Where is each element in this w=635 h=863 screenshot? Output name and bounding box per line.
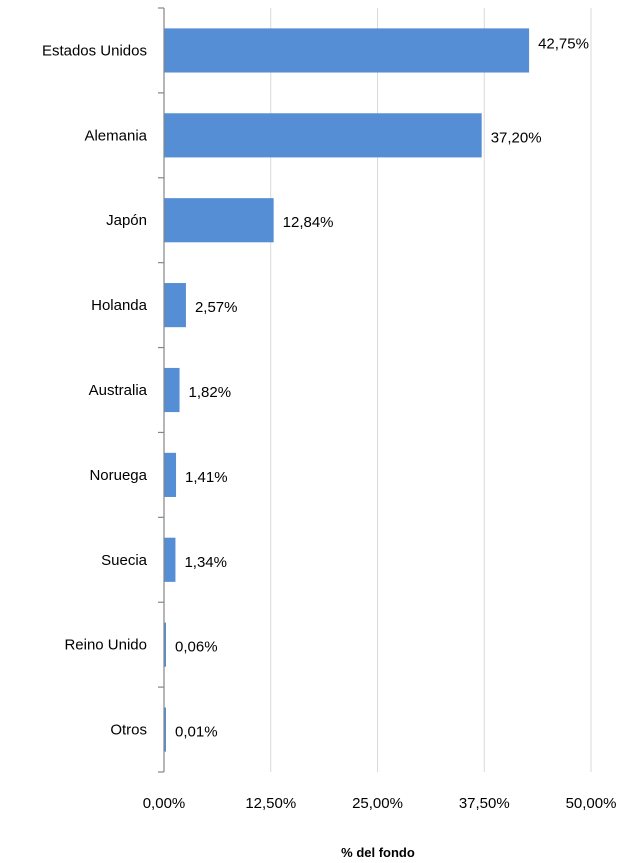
labels: 0,00% 12,50% 25,00% 37,50% 50,00% Estados Uni… [42, 35, 617, 812]
category-label: Japón [106, 212, 147, 229]
bar [164, 367, 180, 413]
x-tick-label: 25,00% [352, 795, 403, 812]
data-label: 0,06% [175, 639, 218, 656]
x-tick-label: 0,00% [143, 795, 186, 812]
data-label: 1,41% [185, 469, 228, 486]
data-label: 0,01% [175, 724, 218, 741]
bar [164, 452, 177, 497]
x-tick-label: 50,00% [566, 795, 617, 812]
category-label: Suecia [101, 552, 148, 569]
category-label: Alemania [84, 127, 147, 144]
category-label: Holanda [91, 297, 148, 314]
x-axis-title: % del fondo [341, 845, 415, 860]
bar [164, 28, 530, 73]
category-label: Noruega [89, 467, 147, 484]
bar [164, 283, 186, 328]
bars [164, 28, 530, 752]
data-label: 42,75% [538, 35, 589, 52]
data-label: 1,34% [184, 554, 227, 571]
bar [164, 113, 482, 158]
data-label: 37,20% [491, 129, 542, 146]
data-label: 12,84% [283, 214, 334, 231]
category-label: Australia [89, 382, 148, 399]
category-label: Reino Unido [64, 637, 147, 654]
bar [164, 198, 274, 243]
axes [158, 7, 165, 773]
x-tick-label: 12,50% [245, 795, 296, 812]
bar [164, 622, 166, 667]
bar [164, 707, 166, 752]
bar [164, 537, 176, 582]
x-tick-label: 37,50% [459, 795, 510, 812]
data-label: 1,82% [189, 384, 232, 401]
category-label: Estados Unidos [42, 42, 147, 59]
category-label: Otros [110, 722, 147, 739]
data-label: 2,57% [195, 299, 238, 316]
